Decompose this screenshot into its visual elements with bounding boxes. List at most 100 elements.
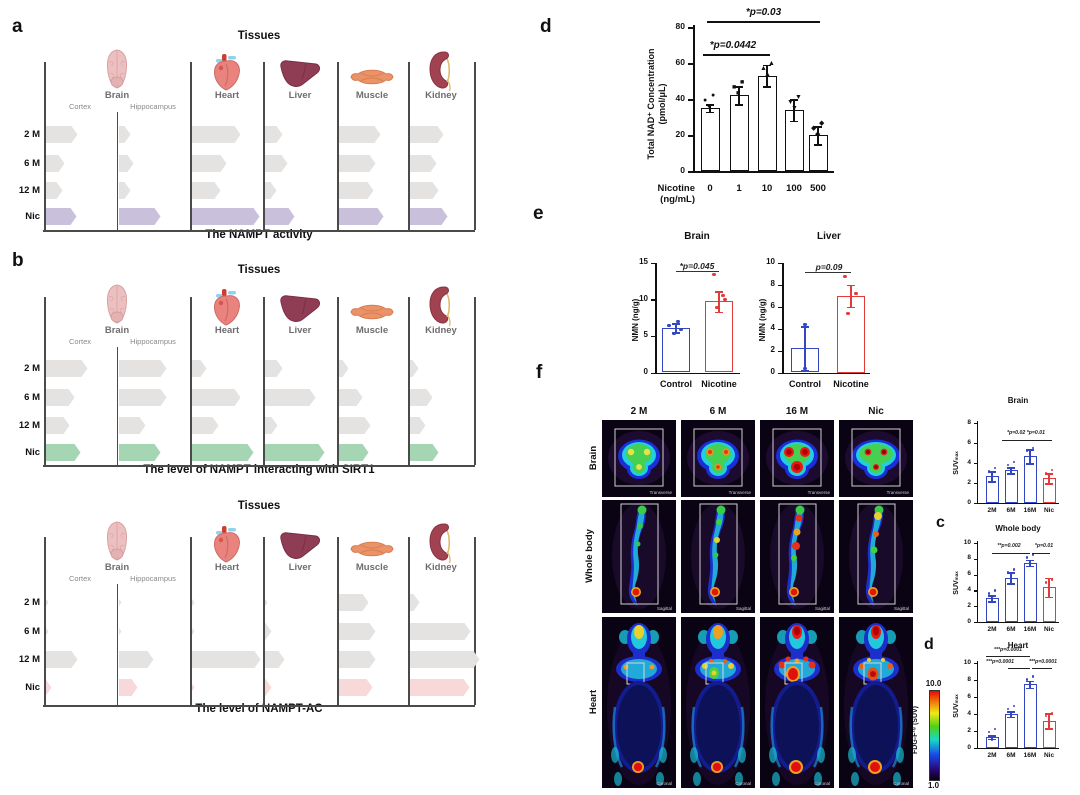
e-tick-label: 10 (766, 257, 775, 266)
heart-icon (213, 289, 240, 326)
tissue-divider (263, 537, 265, 705)
tissue-bar (46, 155, 65, 172)
d-x-axis (693, 171, 834, 173)
tissue-bar (410, 651, 480, 668)
suv-sig-text: **p=0.002 (997, 543, 1021, 549)
tissue-bar (265, 208, 295, 225)
brain-icon (106, 284, 128, 324)
error-bar (1048, 473, 1050, 483)
organ-icon-wrap (349, 301, 395, 343)
pet-heart-image: Coronal (839, 617, 913, 788)
d-bar (757, 75, 777, 171)
pet-cell: Sagittal (839, 500, 913, 613)
tissue-brain-divider (117, 584, 118, 705)
organ-label: Muscle (355, 325, 389, 336)
tissue-bar (119, 360, 167, 377)
suv-tick-label: 8 (967, 675, 971, 683)
suv-x-cat: 16M (1023, 752, 1037, 759)
tissues-title: Tissues (237, 264, 281, 276)
d-bar (700, 108, 720, 171)
suv-tick-label: 2 (967, 478, 971, 486)
tissue-bar (119, 444, 161, 461)
error-bar (991, 735, 993, 739)
data-point (1006, 463, 1010, 467)
data-point (1028, 457, 1032, 461)
tissue-bar (192, 126, 241, 143)
pet-colorbar-gradient (929, 690, 940, 781)
data-point (987, 469, 991, 473)
suv-chart-title: Brain (1007, 396, 1029, 405)
d-scatter-marker: ● (711, 92, 716, 99)
suv-tick-label: 4 (967, 585, 971, 593)
data-point (667, 324, 671, 328)
organ-icon-wrap (278, 58, 322, 100)
organ-icon-wrap (207, 524, 247, 566)
e-tick (777, 306, 782, 308)
data-point (990, 477, 994, 481)
panel-letter-d: d (540, 16, 552, 37)
e-tick-label: 5 (643, 330, 648, 340)
tissue-baseline (43, 465, 475, 467)
e-tick-label: 2 (770, 345, 775, 354)
tissue-row-label: 2 M (24, 597, 40, 608)
suv-tick (973, 574, 977, 576)
d-scatter-marker: ■ (736, 90, 741, 98)
data-point (1028, 685, 1032, 689)
suv-tick (973, 590, 977, 592)
e-tick (777, 262, 782, 264)
tissue-bar (339, 417, 371, 434)
suv-sig-text: ***p=0.0001 (1028, 659, 1058, 665)
suv-bar (1023, 684, 1037, 748)
suv-x-cat: 16M (1023, 626, 1037, 633)
suv-sig-line (1032, 553, 1050, 554)
tissue-bar (46, 679, 52, 696)
suv-x-cat: 2M (987, 752, 997, 759)
tissue-bar (192, 389, 241, 406)
e-tick (777, 372, 782, 374)
d-sig-line (703, 54, 770, 56)
tissue-bar (265, 126, 283, 143)
svg-text:Transverse: Transverse (808, 490, 831, 495)
tissue-divider (44, 62, 46, 230)
suv-tick-label: 0 (967, 617, 971, 625)
svg-text:Transverse: Transverse (650, 490, 673, 495)
suv-x-cat: Nic (1043, 752, 1055, 759)
pet-cell: Coronal (602, 617, 676, 788)
error-bar (817, 126, 819, 144)
tissue-row-label: 12 M (18, 185, 40, 196)
organ-icon-wrap (207, 52, 247, 94)
data-point (1025, 556, 1029, 560)
kidney-icon (429, 523, 451, 564)
tissue-divider (190, 62, 192, 230)
data-point (854, 291, 858, 296)
tissue-bar (410, 623, 471, 640)
e-tick (650, 262, 655, 264)
organ-icon-wrap (278, 293, 322, 335)
svg-text:Transverse: Transverse (887, 490, 910, 495)
e-sig-line (805, 272, 851, 274)
organ-icon-wrap (100, 520, 134, 562)
tissue-bar (46, 182, 63, 199)
tissues-title: Tissues (237, 500, 281, 512)
sublabel-cortex: Cortex (68, 102, 92, 111)
d-tick (688, 99, 693, 101)
error-cap (801, 370, 809, 372)
tissue-divider (337, 537, 339, 705)
d-scatter-marker: ● (707, 103, 712, 110)
suv-bar (1023, 562, 1037, 622)
pet-column-label: 2 M (630, 406, 648, 417)
organ-icon-wrap (349, 538, 395, 580)
tissue-row-label: Nic (25, 211, 40, 222)
svg-text:Coronal: Coronal (656, 781, 672, 786)
organ-icon-wrap (426, 285, 456, 327)
e-bar (662, 327, 690, 373)
panel-letter-d-side: d (924, 636, 934, 653)
colorbar-max-label: 10.0 (925, 679, 942, 688)
suv-tick (973, 697, 977, 699)
sublabel-cortex: Cortex (68, 337, 92, 346)
e-tick (777, 284, 782, 286)
error-bar (991, 471, 993, 481)
d-tick-label: 60 (675, 57, 685, 67)
suv-tick-label: 10 (963, 658, 971, 666)
data-point (1044, 471, 1048, 475)
